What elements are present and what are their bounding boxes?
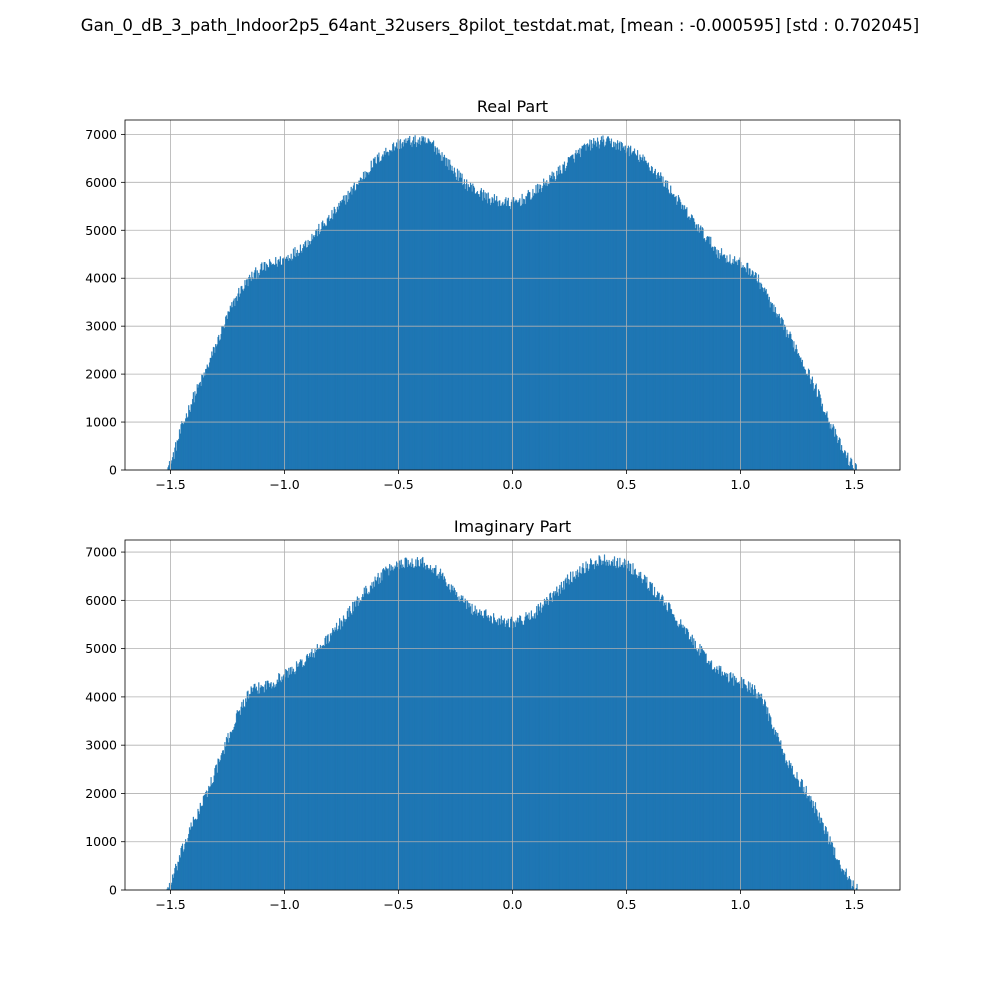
real-part-x-tick-label: −1.5 <box>155 477 185 492</box>
real-part-panel: −1.5 −1.0 −0.5 0.0 0.5 1.0 1.5 0 1000 2000 3000 400… <box>85 97 901 492</box>
real-part-y-tick-label: 4000 <box>85 271 117 286</box>
imaginary-part-y-tick-label: 3000 <box>85 738 117 753</box>
imaginary-part-title: Imaginary Part <box>454 517 571 536</box>
imaginary-part-x-tick-label: 0.0 <box>503 897 523 912</box>
real-part-x-tick-label: 0.5 <box>617 477 637 492</box>
real-part-x-tick-label: −0.5 <box>383 477 413 492</box>
real-part-y-tick-label: 5000 <box>85 223 117 238</box>
imaginary-part-x-tick-label: −1.0 <box>269 897 299 912</box>
real-part-x-tick-label: 1.5 <box>844 477 864 492</box>
imaginary-part-y-tick-label: 0 <box>109 883 117 898</box>
real-part-y-tick-label: 7000 <box>85 127 117 142</box>
imaginary-part-x-tick-label: 1.0 <box>730 897 750 912</box>
imaginary-part-y-tick-label: 2000 <box>85 786 117 801</box>
imaginary-part-y-tick-label: 7000 <box>85 545 117 560</box>
real-part-title: Real Part <box>477 97 548 116</box>
figure-suptitle: Gan_0_dB_3_path_Indoor2p5_64ant_32users_… <box>80 16 920 35</box>
imaginary-part-y-tick-label: 1000 <box>85 834 117 849</box>
imaginary-part-panel: −1.5 −1.0 −0.5 0.0 0.5 1.0 1.5 0 1000 2000 3000 400… <box>85 517 901 912</box>
real-part-x-tick-label: 0.0 <box>503 477 523 492</box>
real-part-y-tick-label: 6000 <box>85 175 117 190</box>
real-part-y-tick-label: 1000 <box>85 415 117 430</box>
real-part-y-tick-label: 2000 <box>85 367 117 382</box>
imaginary-part-x-tick-label: 1.5 <box>844 897 864 912</box>
imaginary-part-y-tick-label: 4000 <box>85 689 117 704</box>
real-part-y-tick-label: 0 <box>109 463 117 478</box>
imaginary-part-x-tick-label: −1.5 <box>155 897 185 912</box>
imaginary-part-x-tick-label: 0.5 <box>617 897 637 912</box>
imaginary-part-x-tick-label: −0.5 <box>383 897 413 912</box>
real-part-y-tick-label: 3000 <box>85 319 117 334</box>
imaginary-part-y-tick-label: 6000 <box>85 593 117 608</box>
imaginary-part-y-tick-label: 5000 <box>85 641 117 656</box>
real-part-x-tick-label: −1.0 <box>269 477 299 492</box>
real-part-x-tick-label: 1.0 <box>730 477 750 492</box>
